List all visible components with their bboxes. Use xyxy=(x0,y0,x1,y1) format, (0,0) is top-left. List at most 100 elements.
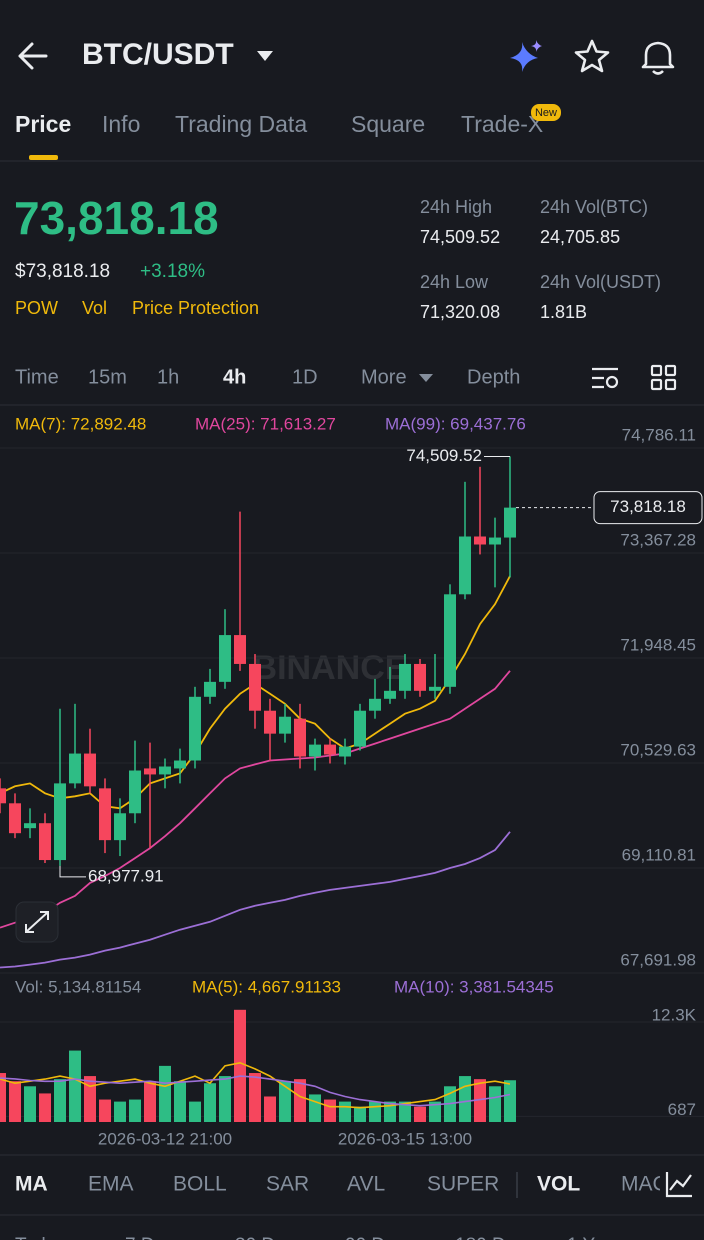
chart-settings-button[interactable] xyxy=(592,367,619,389)
candle-body xyxy=(504,507,516,538)
volume-bar xyxy=(114,1101,126,1122)
volume-bar xyxy=(144,1081,156,1122)
tag[interactable]: Vol xyxy=(82,298,107,318)
timeframe[interactable]: 1D xyxy=(292,366,318,388)
timeframe[interactable]: 1h xyxy=(157,366,179,388)
y-tick-label: 74,786.11 xyxy=(622,425,696,444)
last-price-label: 73,818.18 xyxy=(610,497,686,516)
timeframe[interactable]: 4h xyxy=(223,366,246,388)
volume-bar xyxy=(429,1101,441,1122)
indicator-tab[interactable]: MA xyxy=(15,1173,48,1196)
indicator-tab[interactable]: VOL xyxy=(537,1173,580,1196)
pair-title[interactable]: BTC/USDT xyxy=(82,38,234,71)
period-tab[interactable]: 30 Days xyxy=(235,1235,305,1240)
candle-body xyxy=(309,744,321,757)
candle-body xyxy=(159,766,171,775)
tag[interactable]: POW xyxy=(15,298,58,318)
candle-body xyxy=(264,710,276,734)
layout-button[interactable] xyxy=(650,364,677,391)
timeframe[interactable]: More xyxy=(361,366,407,388)
candle-body xyxy=(279,716,291,734)
period-tab[interactable]: 7 Days xyxy=(125,1235,184,1240)
low-marker xyxy=(59,865,86,878)
candle-body xyxy=(384,690,396,699)
timeframe[interactable]: 15m xyxy=(88,366,127,388)
tab[interactable]: Trade-X xyxy=(461,111,543,137)
candle-body xyxy=(339,746,351,757)
volume-bar xyxy=(129,1099,141,1122)
alert-button[interactable] xyxy=(641,41,675,75)
tag[interactable]: Price Protection xyxy=(132,298,259,318)
indicator-tab[interactable]: BOLL xyxy=(173,1173,227,1196)
indicator-tab[interactable]: EMA xyxy=(88,1173,134,1196)
candle-body xyxy=(54,783,66,861)
stat-label: 24h Low xyxy=(420,272,489,292)
volume-bar xyxy=(189,1101,201,1122)
indicator-tab[interactable]: SUPER xyxy=(427,1173,499,1196)
y-tick-label: 687 xyxy=(668,1100,696,1119)
candle-body xyxy=(459,536,471,595)
new-badge-text: New xyxy=(535,107,557,119)
period-tab[interactable]: 1 Year xyxy=(567,1235,622,1240)
candle-body xyxy=(24,823,36,829)
indicator-settings-button[interactable] xyxy=(665,1172,692,1198)
ai-button[interactable] xyxy=(510,40,542,72)
stat-value: 24,705.85 xyxy=(540,227,620,247)
volume-bar xyxy=(309,1094,321,1122)
volume-bar xyxy=(174,1081,186,1122)
period-tab[interactable]: Today xyxy=(15,1235,66,1240)
volume-ma-line xyxy=(0,1075,511,1107)
last-price: 73,818.18 xyxy=(14,192,219,244)
period-tab[interactable]: 90 Days xyxy=(345,1235,415,1240)
last-price-tag xyxy=(593,491,703,525)
tab[interactable]: Square xyxy=(351,111,425,137)
volume-bar xyxy=(24,1086,36,1122)
more-dropdown[interactable] xyxy=(419,374,433,382)
volume-bar xyxy=(354,1106,366,1122)
fullscreen-button[interactable] xyxy=(15,901,59,943)
ma-line xyxy=(0,831,511,969)
volume-bar xyxy=(39,1093,51,1122)
period-tab[interactable]: 180 Days xyxy=(455,1235,535,1240)
candle-body xyxy=(84,753,96,787)
watermark: BINANCE xyxy=(253,649,408,687)
y-tick-label: 70,529.63 xyxy=(620,740,696,759)
timeframe[interactable]: Time xyxy=(15,366,59,388)
volume-bar xyxy=(54,1079,66,1122)
tab[interactable]: Info xyxy=(102,111,140,137)
candle-body xyxy=(114,813,126,841)
pair-dropdown[interactable] xyxy=(257,51,273,61)
volume-bar xyxy=(99,1099,111,1122)
tab[interactable]: Price xyxy=(15,111,71,137)
candle-body xyxy=(219,635,231,682)
candle-body xyxy=(144,768,156,775)
indicator-tab[interactable]: MACD xyxy=(621,1173,683,1196)
candle-body xyxy=(99,788,111,841)
y-tick-label: 71,948.45 xyxy=(620,635,696,654)
candle-body xyxy=(399,663,411,691)
indicator-tab[interactable]: AVL xyxy=(347,1173,385,1196)
new-badge xyxy=(531,104,561,121)
tab[interactable]: Trading Data xyxy=(175,111,307,137)
volume-bar xyxy=(159,1065,171,1122)
candle-body xyxy=(69,753,81,784)
volume-bar xyxy=(279,1081,291,1122)
favorite-button[interactable] xyxy=(574,39,610,73)
volume-bar xyxy=(414,1106,426,1122)
indicator-tab[interactable]: SAR xyxy=(266,1173,309,1196)
candle-body xyxy=(354,710,366,747)
candle-body xyxy=(249,663,261,711)
volume-bar xyxy=(0,1073,6,1122)
candle-body xyxy=(129,770,141,814)
volume-bar xyxy=(399,1101,411,1122)
low-label: 68,977.91 xyxy=(88,866,164,885)
volume-bar xyxy=(504,1080,516,1122)
stat-label: 24h Vol(USDT) xyxy=(540,272,661,292)
back-button[interactable] xyxy=(18,42,48,70)
stat-label: 24h Vol(BTC) xyxy=(540,197,648,217)
timeframe[interactable]: Depth xyxy=(467,366,520,388)
volume-bar xyxy=(474,1079,486,1122)
price-change: +3.18% xyxy=(140,261,205,282)
